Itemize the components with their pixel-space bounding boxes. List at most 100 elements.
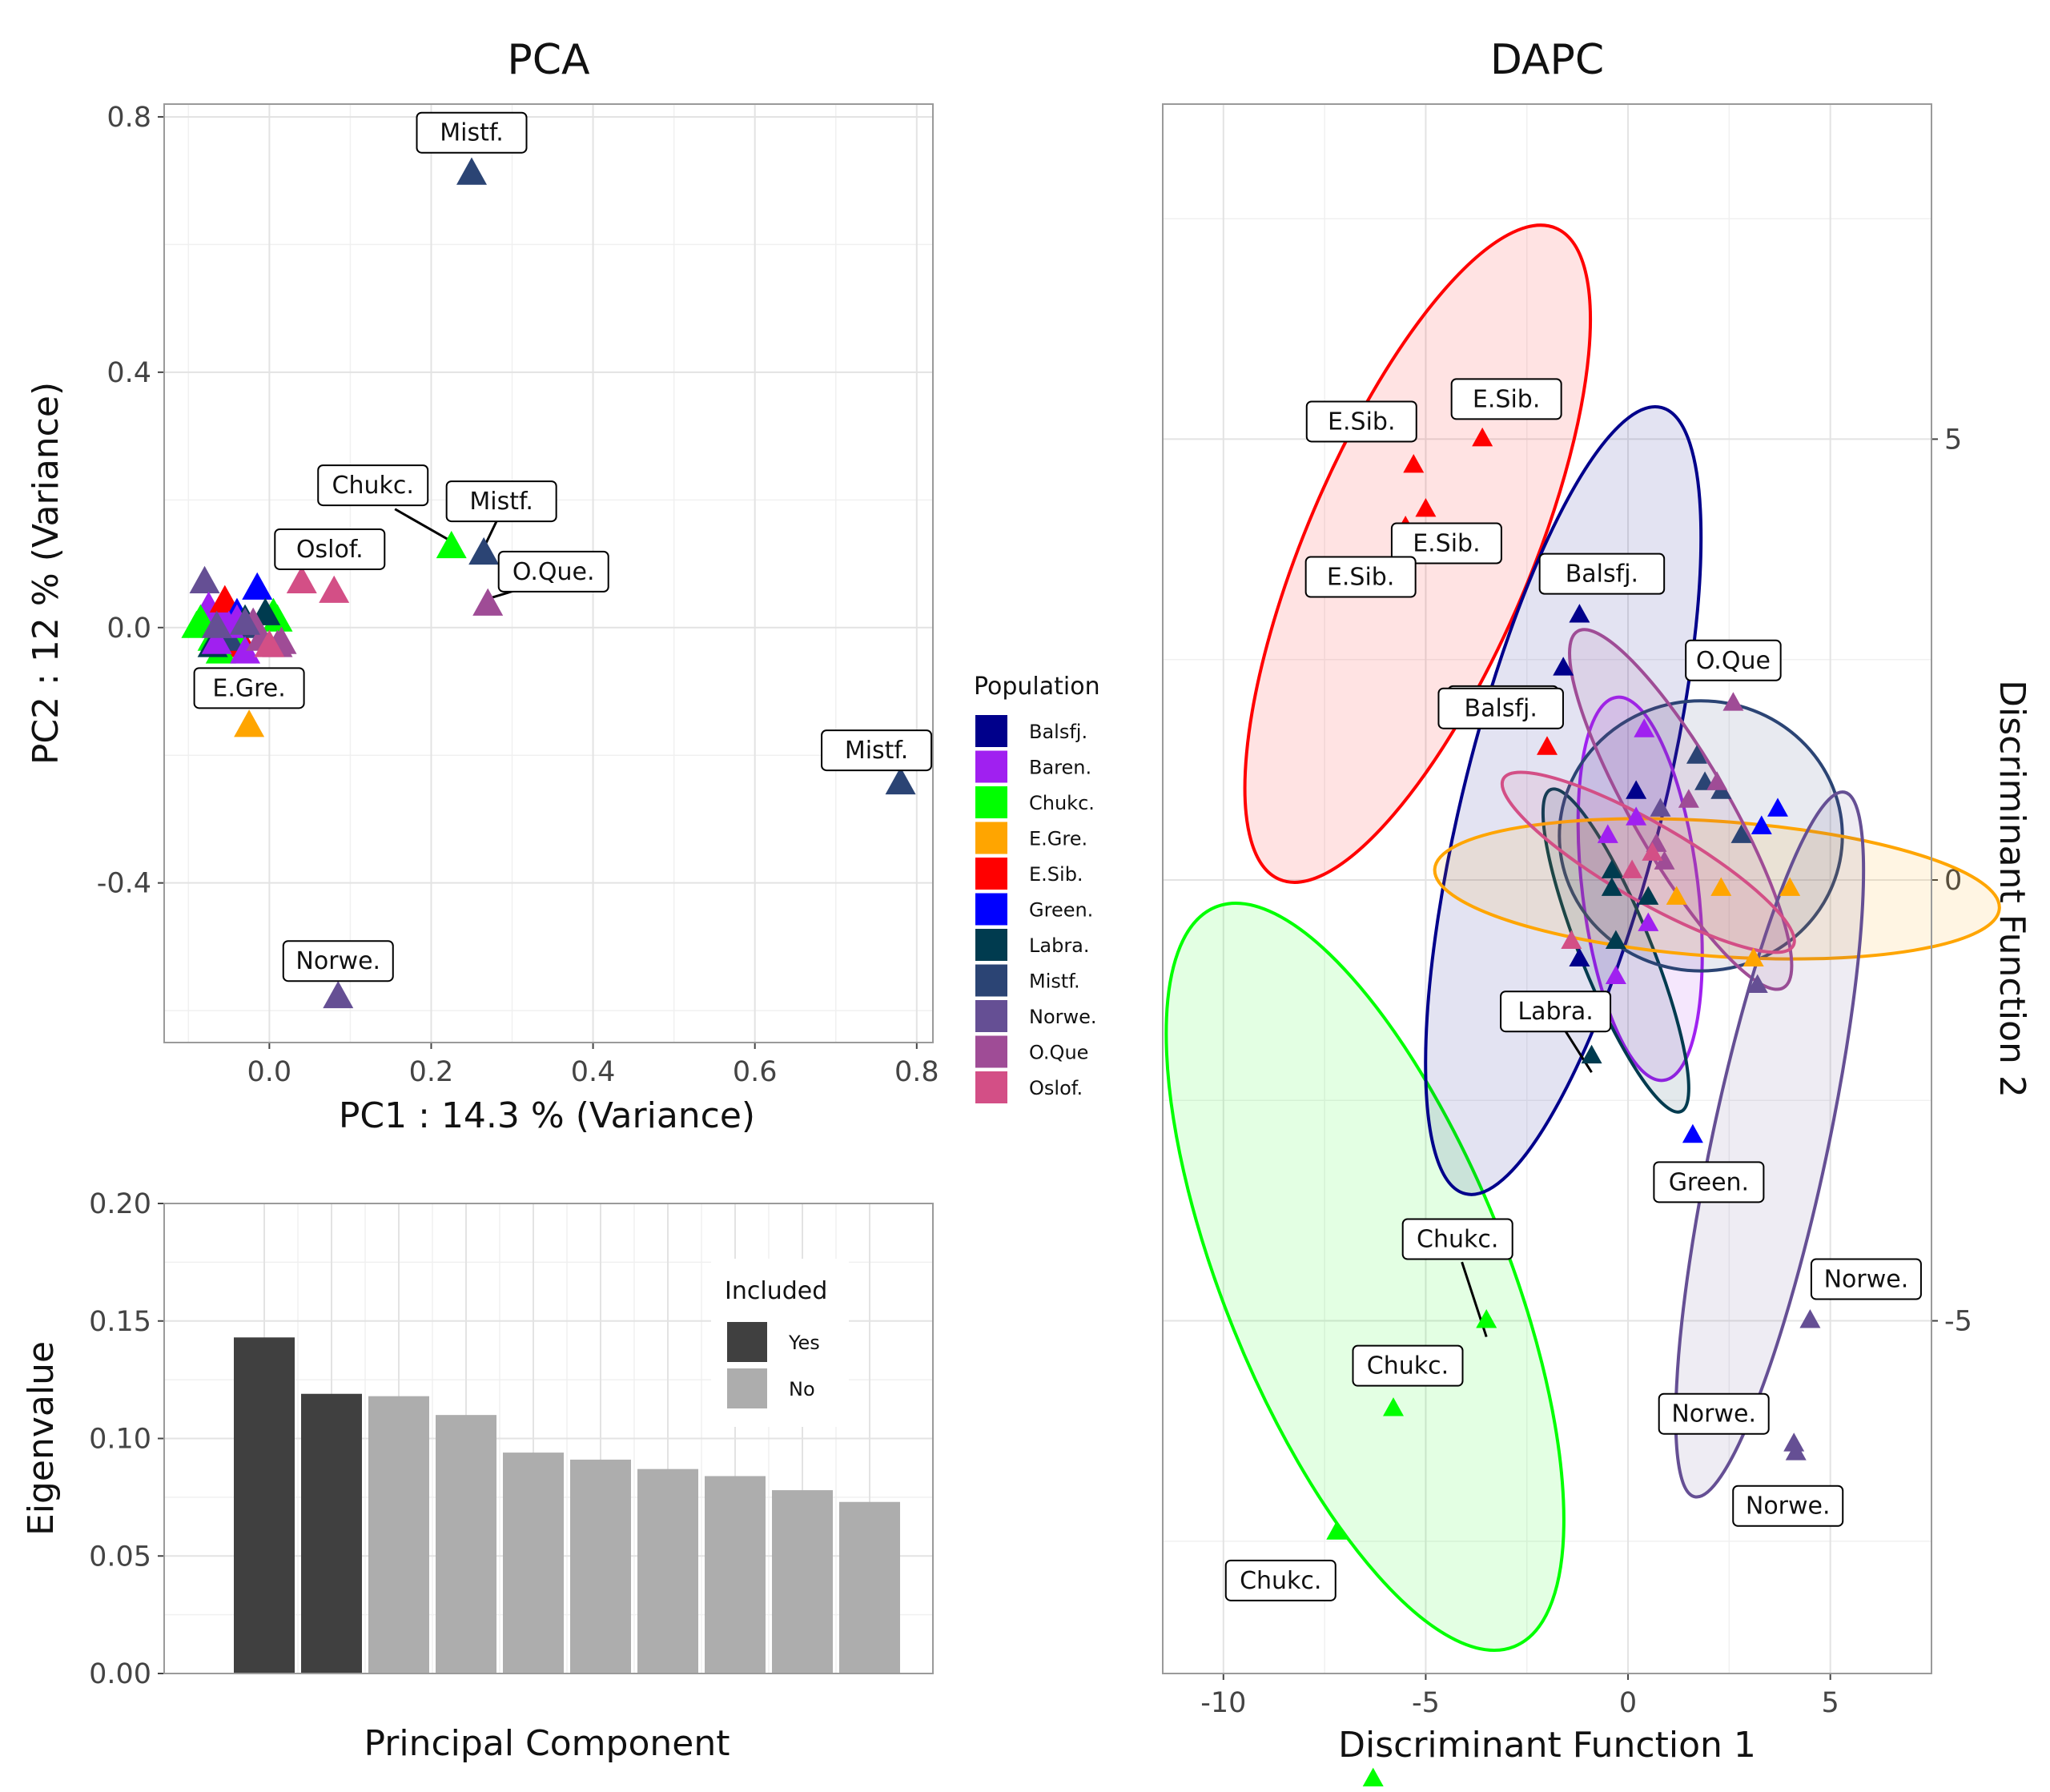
- dapc-point: [1710, 877, 1732, 896]
- dapc-point-label-box: [1437, 687, 1564, 729]
- scree-y-tick-label: 0.00: [89, 1658, 151, 1690]
- scree-y-tick-label: 0.10: [89, 1424, 151, 1456]
- pca-point-label: Oslof.: [274, 528, 386, 570]
- scree-y-tick-label: 0.15: [89, 1306, 151, 1338]
- dapc-point-label-box: [1685, 639, 1782, 681]
- dapc-point-label-text: Balsfj.: [1566, 561, 1638, 589]
- dapc-x-tick-label: -5: [1412, 1687, 1440, 1719]
- pca-point-label: Mistf.: [821, 729, 933, 772]
- population-legend-label: E.Sib.: [1029, 863, 1083, 886]
- pca-point-label: E.Gre.: [193, 667, 305, 709]
- scree-bar: [301, 1393, 362, 1673]
- dapc-point-label: E.Sib.: [1450, 378, 1562, 420]
- dapc-ellipse: [1674, 790, 1866, 1499]
- dapc-point: [1642, 842, 1663, 861]
- dapc-point: [1666, 886, 1687, 905]
- dapc-point: [1785, 1441, 1807, 1461]
- dapc-point: [1722, 692, 1744, 711]
- pca-y-tick-label: 0.8: [107, 102, 151, 134]
- dapc-point: [1626, 780, 1647, 799]
- dapc-point-label: Balsfj.: [1538, 552, 1666, 595]
- dapc-point: [1638, 912, 1659, 931]
- dapc-point-label-text: E.Sib.: [1327, 564, 1394, 592]
- dapc-point-label-box: [1810, 1258, 1922, 1300]
- pca-point: [323, 980, 354, 1009]
- included-legend-title: Included: [725, 1277, 827, 1305]
- pca-point: [242, 572, 273, 600]
- dapc-point-label-text: Norwe.: [1824, 1266, 1909, 1294]
- pca-point-label-box: [445, 480, 557, 523]
- included-legend: Included Yes No: [711, 1259, 849, 1427]
- dapc-point: [1383, 1397, 1404, 1416]
- dapc-point: [1638, 886, 1659, 905]
- dapc-point-label-box: [1450, 378, 1562, 420]
- dapc-x-tick-label: 0: [1619, 1687, 1637, 1719]
- dapc-point: [1403, 453, 1425, 473]
- population-legend-swatch: [975, 858, 1007, 890]
- pca-point: [254, 629, 285, 657]
- population-legend-title: Population: [974, 673, 1100, 701]
- dapc-x-axis-label: Discriminant Function 1: [1338, 1725, 1756, 1766]
- dapc-point: [1561, 930, 1582, 949]
- scree-bar: [368, 1396, 429, 1673]
- dapc-point-label-box: [1732, 1485, 1844, 1527]
- dapc-point-label-box: [1224, 1559, 1337, 1601]
- dapc-point: [1779, 877, 1801, 896]
- pca-point-label-text: Mistf.: [440, 119, 504, 147]
- pca-point-label-text: E.Gre.: [212, 674, 285, 702]
- pca-point: [185, 604, 216, 632]
- pca-title: PCA: [507, 36, 590, 84]
- population-legend-swatch: [975, 786, 1007, 818]
- dapc-x-tick-label: -10: [1200, 1687, 1246, 1719]
- pca-point-label-box: [317, 464, 429, 507]
- population-legend-swatch: [975, 715, 1007, 747]
- dapc-point: [1706, 771, 1728, 790]
- pca-point-label-text: Mistf.: [845, 737, 909, 765]
- dapc-point-label-text: Norwe.: [1746, 1493, 1831, 1521]
- included-legend-label: No: [789, 1378, 815, 1400]
- dapc-point-label-box: [1304, 556, 1417, 598]
- dapc-point: [1626, 806, 1647, 826]
- pca-x-tick-label: 0.4: [571, 1056, 616, 1088]
- population-legend-label: E.Gre.: [1029, 828, 1087, 850]
- dapc-ellipse: [1500, 770, 1796, 954]
- dapc-point: [1742, 947, 1764, 966]
- population-legend-label: Baren.: [1029, 757, 1091, 779]
- dapc-point-label-text: E.Sib.: [1328, 408, 1395, 436]
- dapc-point-label-text: Green.: [1669, 1168, 1749, 1196]
- dapc-point-label-box: [1352, 1344, 1464, 1387]
- scree-bar: [234, 1337, 295, 1673]
- dapc-y-tick-label: 5: [1944, 424, 1962, 456]
- pca-frame: [163, 103, 934, 1043]
- pca-point: [286, 565, 317, 593]
- dapc-point-label-text: E.Sib.: [1413, 530, 1480, 558]
- dapc-point-label: Norwe.: [1658, 1392, 1770, 1435]
- pca-point: [230, 607, 261, 635]
- population-legend-label: Balsfj.: [1029, 721, 1087, 743]
- pca-point-label: Mistf.: [416, 111, 528, 154]
- dapc-point-label-box: [1500, 990, 1612, 1033]
- dapc-point-label-text: E.Sib.: [1473, 385, 1540, 413]
- dapc-point-label: E.Sib.: [1305, 400, 1417, 443]
- dapc-point: [1682, 1123, 1703, 1143]
- dapc-point: [1326, 1521, 1348, 1540]
- pca-point-label-box: [193, 667, 305, 709]
- included-legend-swatch: [727, 1368, 767, 1408]
- pca-x-tick-label: 0.2: [409, 1056, 454, 1088]
- scree-panel: 0.00 0.05 0.10 0.15 0.20 Principal Component E…: [21, 1188, 934, 1764]
- population-legend-swatch: [975, 964, 1007, 997]
- dapc-point: [1650, 798, 1671, 817]
- dapc-point-label: Labra.: [1500, 990, 1612, 1033]
- population-legend-label: O.Que: [1029, 1042, 1088, 1064]
- dapc-panel: -10-505-505E.Sib.E.Sib.E.Sib.E.Sib.E.Sib…: [1162, 36, 2032, 1787]
- dapc-point: [1476, 1309, 1497, 1328]
- pca-point-label-box: [497, 550, 609, 593]
- dapc-y-axis-label: Discriminant Function 2: [1992, 680, 2032, 1098]
- dapc-point: [1767, 798, 1788, 817]
- dapc-point: [1601, 859, 1622, 878]
- pca-point-label: O.Que.: [497, 550, 609, 593]
- dapc-point: [1686, 745, 1707, 764]
- scree-y-tick-label: 0.20: [89, 1188, 151, 1220]
- population-legend-label: Mistf.: [1029, 970, 1080, 993]
- pca-point-label-text: O.Que.: [512, 558, 595, 586]
